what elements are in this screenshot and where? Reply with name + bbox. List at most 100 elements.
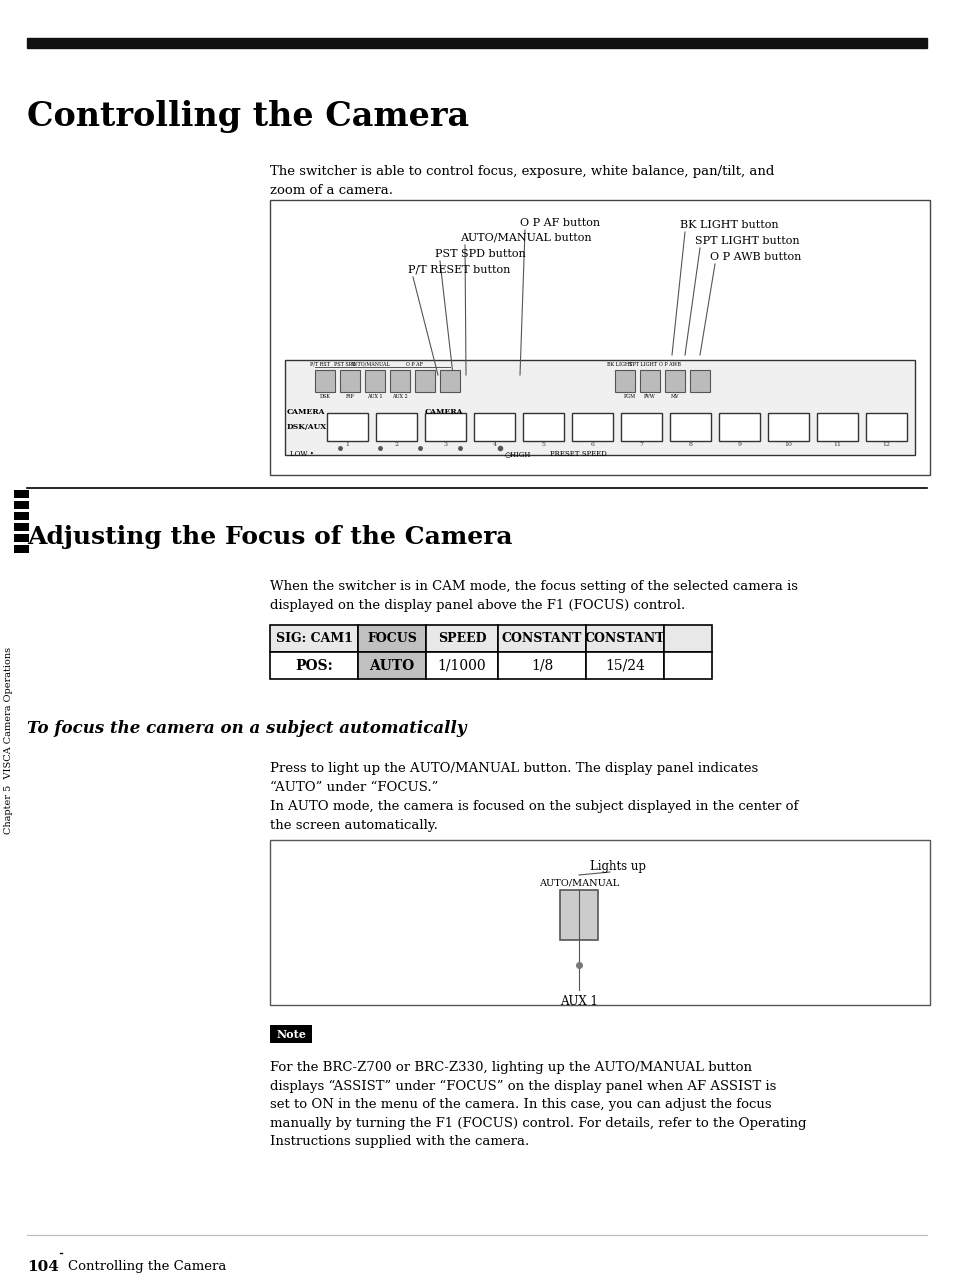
Text: SPEED: SPEED (437, 632, 486, 645)
Text: 1: 1 (345, 442, 349, 447)
Bar (357, 652, 426, 679)
Text: FOCUS: FOCUS (367, 632, 416, 645)
Text: P/T RST: P/T RST (310, 362, 330, 367)
Bar (639, 369, 659, 392)
Text: PGM: PGM (623, 394, 636, 399)
Text: SIG: CAM1: SIG: CAM1 (275, 632, 352, 645)
Bar (270, 200, 929, 475)
Text: O P AF: O P AF (406, 362, 423, 367)
Bar (865, 413, 906, 441)
Text: Adjusting the Focus of the Camera: Adjusting the Focus of the Camera (27, 525, 512, 549)
Bar (14, 501, 29, 510)
Text: Press to light up the AUTO/MANUAL button. The display panel indicates
“AUTO” und: Press to light up the AUTO/MANUAL button… (270, 762, 798, 832)
Text: 15/24: 15/24 (604, 659, 644, 673)
Bar (270, 626, 357, 652)
Text: When the switcher is in CAM mode, the focus setting of the selected camera is
di: When the switcher is in CAM mode, the fo… (270, 580, 797, 612)
Text: POS:: POS: (294, 659, 333, 673)
Bar (497, 626, 585, 652)
Text: AUTO/MANUAL: AUTO/MANUAL (350, 362, 390, 367)
Bar (572, 413, 613, 441)
Text: CAMERA: CAMERA (424, 408, 463, 417)
Bar (415, 369, 435, 392)
Text: For the BRC-Z700 or BRC-Z330, lighting up the AUTO/MANUAL button
displays “ASSIS: For the BRC-Z700 or BRC-Z330, lighting u… (270, 1061, 805, 1148)
Bar (664, 369, 684, 392)
Text: 10: 10 (783, 442, 792, 447)
Text: P/T RESET button: P/T RESET button (408, 265, 510, 275)
Bar (620, 413, 661, 441)
Bar (615, 369, 635, 392)
Bar (357, 626, 426, 652)
Text: AUTO: AUTO (369, 659, 415, 673)
Bar (522, 413, 563, 441)
Bar (689, 369, 709, 392)
Bar (270, 840, 929, 1005)
Text: 4: 4 (492, 442, 497, 447)
Text: 12: 12 (882, 442, 889, 447)
Text: 1/1000: 1/1000 (437, 659, 486, 673)
Bar (719, 413, 760, 441)
Text: O P AWB button: O P AWB button (709, 252, 801, 262)
Text: To focus the camera on a subject automatically: To focus the camera on a subject automat… (27, 720, 466, 736)
Bar (27, 38, 926, 48)
Text: O P AF button: O P AF button (519, 218, 599, 228)
Text: AUTO/MANUAL button: AUTO/MANUAL button (459, 233, 591, 243)
Text: PVW: PVW (643, 394, 655, 399)
Text: Controlling the Camera: Controlling the Camera (68, 1260, 226, 1273)
Bar (390, 369, 410, 392)
Text: PST SPD: PST SPD (334, 362, 355, 367)
Text: LOW •: LOW • (290, 450, 314, 457)
Bar (439, 369, 459, 392)
Bar (585, 626, 663, 652)
Text: MV: MV (670, 394, 679, 399)
Text: DSK: DSK (319, 394, 330, 399)
Text: Lights up: Lights up (589, 860, 645, 873)
Text: 7: 7 (639, 442, 643, 447)
Bar (663, 652, 711, 679)
Text: 6: 6 (590, 442, 594, 447)
Text: DSK/AUX: DSK/AUX (287, 423, 327, 431)
Bar (270, 652, 357, 679)
Text: FtP: FtP (345, 394, 354, 399)
Text: AUX 1: AUX 1 (367, 394, 382, 399)
Text: 5: 5 (541, 442, 545, 447)
Text: Controlling the Camera: Controlling the Camera (27, 99, 469, 132)
Bar (474, 413, 515, 441)
Text: CONSTANT: CONSTANT (501, 632, 581, 645)
Bar (14, 545, 29, 553)
Text: PST SPD button: PST SPD button (435, 248, 525, 259)
Bar (497, 652, 585, 679)
Bar (585, 652, 663, 679)
Text: The switcher is able to control focus, exposure, white balance, pan/tilt, and
zo: The switcher is able to control focus, e… (270, 166, 774, 197)
Text: O P AWB: O P AWB (659, 362, 680, 367)
Bar (669, 413, 710, 441)
Bar (14, 512, 29, 520)
Text: CAMERA: CAMERA (287, 408, 325, 417)
Text: Note: Note (275, 1028, 306, 1040)
Text: ○HIGH: ○HIGH (504, 450, 531, 457)
Bar (285, 361, 914, 455)
Bar (426, 626, 497, 652)
Text: 8: 8 (688, 442, 692, 447)
Text: 2: 2 (395, 442, 398, 447)
Bar (14, 534, 29, 541)
Text: PRESET SPEED: PRESET SPEED (550, 450, 606, 457)
Bar (375, 413, 416, 441)
Text: AUTO/MANUAL: AUTO/MANUAL (538, 878, 618, 887)
Text: AUX 1: AUX 1 (559, 995, 598, 1008)
Bar (663, 626, 711, 652)
Bar (424, 413, 465, 441)
Bar (767, 413, 808, 441)
Text: CONSTANT: CONSTANT (584, 632, 664, 645)
Text: SPT LIGHT: SPT LIGHT (628, 362, 657, 367)
Bar (339, 369, 359, 392)
Text: AUX 2: AUX 2 (392, 394, 407, 399)
Bar (270, 1026, 312, 1043)
Bar (426, 652, 497, 679)
Bar (327, 413, 368, 441)
Text: 104: 104 (27, 1260, 59, 1274)
Bar (14, 490, 29, 498)
Bar (559, 891, 598, 940)
Text: Chapter 5  VISCA Camera Operations: Chapter 5 VISCA Camera Operations (5, 646, 13, 833)
Text: 11: 11 (833, 442, 841, 447)
Text: 1/8: 1/8 (530, 659, 553, 673)
